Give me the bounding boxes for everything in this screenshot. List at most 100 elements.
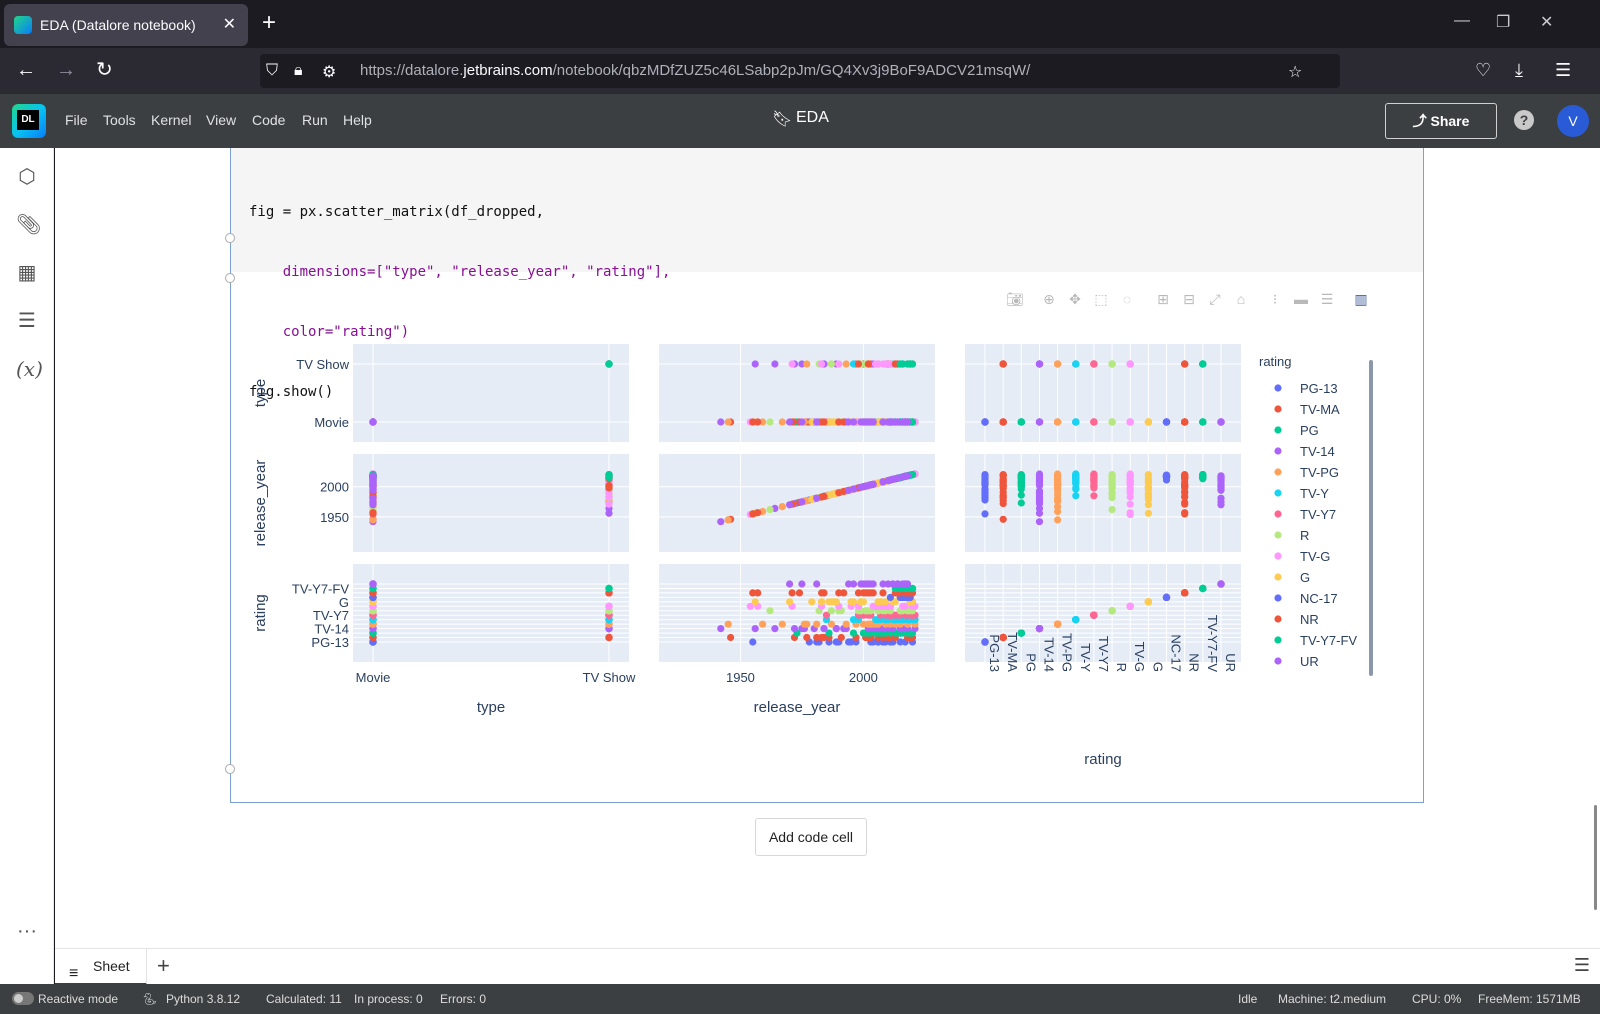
scatter-point [749,510,757,518]
code-cell[interactable]: fig = px.scatter_matrix(df_dropped, dime… [225,148,1424,803]
scatter-point [1217,501,1225,509]
cube-icon[interactable]: ⬡ [18,166,36,188]
browser-tab[interactable]: EDA (Datalore notebook) ✕ [4,4,248,46]
spike-lines-icon[interactable]: ⁝ [1272,291,1278,307]
cell-editor[interactable]: fig = px.scatter_matrix(df_dropped, dime… [231,148,1423,400]
hover-closest-icon[interactable]: ▬ [1294,291,1308,307]
pan-icon[interactable]: ✥ [1069,291,1081,307]
add-sheet-button[interactable]: + [157,953,170,978]
add-code-cell-button[interactable]: Add code cell [755,818,867,856]
menu-view[interactable]: View [206,112,237,128]
reactive-mode-toggle[interactable] [12,992,34,1005]
camera-icon[interactable]: 📷︎ [1006,291,1024,307]
scatter-point [849,616,858,624]
legend-marker [1274,405,1282,413]
avatar[interactable]: V [1557,105,1589,137]
scatter-point [778,418,786,426]
subplot-background [659,344,935,442]
more-icon[interactable]: ··· [17,920,37,942]
scatter-point [1072,485,1080,493]
attachment-icon[interactable]: 📎︎ [16,214,42,236]
scatter-point [749,589,757,597]
chip-icon[interactable]: ▦ [17,262,37,284]
kernel-status: Idle [1238,992,1258,1006]
plotly-logo-icon[interactable]: ▥ [1354,291,1368,307]
back-icon[interactable]: ← [16,59,36,81]
python-version[interactable]: Python 3.8.12 [166,992,241,1006]
code-block[interactable]: fig = px.scatter_matrix(df_dropped, dime… [249,162,670,442]
python-icon: 🐍︎ [142,992,158,1006]
legend-marker [1274,468,1282,476]
scatter-point [1162,471,1171,479]
lasso-icon[interactable]: ◌ [1122,291,1132,307]
autoscale-icon[interactable]: ⤢ [1209,291,1221,307]
bookmark-star-icon[interactable]: ☆ [1288,64,1303,81]
scatter-point [842,620,850,628]
restore-window-icon[interactable]: ❐ [1496,14,1511,31]
notebook-title[interactable]: EDA [796,109,829,126]
menu-tools[interactable]: Tools [103,112,136,128]
lock-icon[interactable]: 🔒︎ [294,62,303,79]
url-bar[interactable]: ⛉ 🔒︎ ⚙ https://datalore.jetbrains.com/no… [260,54,1340,88]
share-button[interactable]: ⤴ Share [1385,103,1497,139]
fold-marker-icon[interactable] [225,273,235,283]
y-tick-label: TV-14 [314,622,349,637]
x-tick-label: G [1150,662,1165,672]
variables-icon[interactable]: (x) [16,357,43,381]
scatter-point [724,620,732,628]
menu-help[interactable]: Help [343,112,372,128]
scatter-point [1144,483,1152,491]
scatter-point [766,506,774,514]
forward-icon[interactable]: → [56,59,76,81]
fold-marker-icon[interactable] [225,233,235,243]
scatter-point [818,589,826,597]
sheet-tab[interactable]: ≡ Sheet [55,949,147,985]
download-icon[interactable]: ⤓ [1515,60,1523,80]
sheet-menu-icon[interactable]: ☰ [1573,955,1590,975]
help-icon[interactable]: ? [1514,110,1534,130]
url-text[interactable]: https://datalore.jetbrains.com/notebook/… [360,62,1030,79]
hover-compare-icon[interactable]: ☰ [1320,291,1334,307]
scatter-point [1090,492,1098,500]
legend-label: NC-17 [1300,591,1338,606]
outline-icon[interactable]: ☰ [18,310,36,332]
scatter-point [1144,418,1152,426]
browser-menu-icon[interactable]: ☰ [1555,60,1572,80]
zoom-in-icon[interactable]: ⊞ [1157,291,1169,307]
menu-code[interactable]: Code [252,112,286,128]
machine-type[interactable]: Machine: t2.medium [1278,992,1387,1006]
scatter-point [1072,418,1080,426]
shield-icon[interactable]: ⛉ [266,62,279,79]
scatter-point [879,580,887,588]
close-window-icon[interactable]: ✕ [1540,14,1554,31]
scatter-point [1144,471,1152,479]
legend-label: NR [1300,612,1319,627]
box-select-icon[interactable]: ⬚ [1094,291,1108,307]
zoom-icon[interactable]: ⊕ [1043,291,1055,307]
zoom-out-icon[interactable]: ⊟ [1183,291,1195,307]
y-tick-label: TV-Y7-FV [292,581,349,596]
permissions-icon[interactable]: ⚙ [322,64,337,81]
menu-run[interactable]: Run [302,112,328,128]
scatter-point [778,620,786,628]
scatter-point [1035,492,1044,500]
scatter-point [894,474,902,482]
close-tab-icon[interactable]: ✕ [222,16,236,33]
main-scrollbar[interactable] [1594,805,1597,910]
pocket-icon[interactable]: ♡ [1475,60,1492,80]
menu-file[interactable]: File [65,112,88,128]
subplot-background [353,454,629,552]
minimize-window-icon[interactable]: — [1454,12,1470,29]
fold-marker-icon[interactable] [225,764,235,774]
scatter-point [1181,471,1189,479]
new-tab-button[interactable]: + [262,9,277,36]
scatter-point [1072,477,1080,485]
reload-icon[interactable]: ↻ [96,59,113,81]
y-tick-label: TV Show [296,357,349,372]
scatter-point [803,633,811,642]
menu-kernel[interactable]: Kernel [151,112,192,128]
datalore-logo[interactable]: DL [12,104,46,138]
reset-axes-icon[interactable]: ⌂ [1236,291,1246,307]
legend-label: PG-13 [1300,381,1338,396]
